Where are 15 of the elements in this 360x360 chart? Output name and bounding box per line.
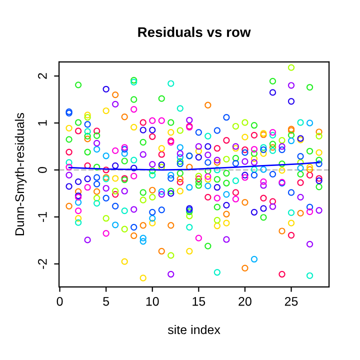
x-tick-label: 0	[56, 296, 63, 306]
x-tick-label: 15	[192, 297, 206, 306]
x-tick-label: 25	[284, 296, 298, 306]
y-tick-label: 0	[38, 166, 47, 173]
y-tick-label: -2	[38, 258, 47, 269]
line-series	[68, 162, 320, 171]
chart-title: Residuals vs row	[138, 26, 251, 38]
x-axis-title: site index	[168, 324, 220, 334]
x-tick-label: 5	[103, 297, 110, 306]
y-axis-title: Dunn-Smyth-residuals	[14, 113, 27, 236]
y-tick-label: -1	[38, 212, 47, 222]
x-tick-label: 10	[146, 296, 159, 306]
y-tick-label: 2	[38, 73, 47, 79]
y-tick-label: 1	[38, 120, 47, 126]
x-tick-label: 20	[238, 296, 252, 306]
